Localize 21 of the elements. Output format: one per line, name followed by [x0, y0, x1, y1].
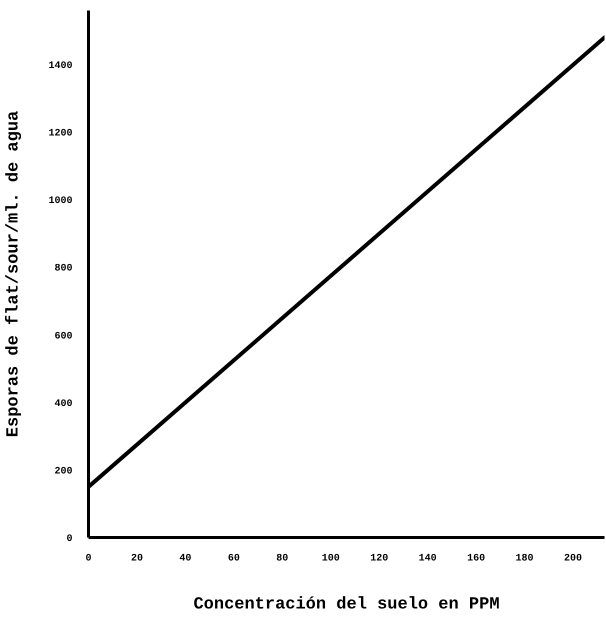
x-tick-label: 0	[86, 554, 92, 564]
y-tick-label: 200	[54, 466, 73, 478]
y-tick-label: 1000	[48, 196, 73, 208]
y-tick-label: 400	[54, 398, 73, 410]
x-tick-label: 200	[564, 554, 582, 564]
x-tick-label: 60	[228, 554, 240, 564]
y-tick-label: 800	[54, 264, 73, 275]
x-tick-label: 100	[322, 554, 340, 564]
y-axis-title: Esporas de flat/sour/ml. de agua	[4, 110, 24, 438]
y-tick-label: 1400	[48, 61, 73, 72]
x-tick-label: 20	[130, 554, 143, 564]
x-axis-title: Concentración del suelo en PPM	[193, 596, 500, 614]
y-tick-label: 600	[54, 331, 73, 342]
y-tick-label: 0	[66, 534, 73, 545]
x-tick-label: 120	[370, 554, 388, 564]
x-tick-label: 180	[516, 554, 534, 564]
x-tick-label: 40	[179, 554, 192, 564]
x-tick-label: 140	[418, 554, 437, 564]
x-tick-label: 160	[467, 554, 486, 564]
x-tick-label: 80	[276, 554, 288, 564]
y-tick-label: 1200	[48, 128, 73, 140]
